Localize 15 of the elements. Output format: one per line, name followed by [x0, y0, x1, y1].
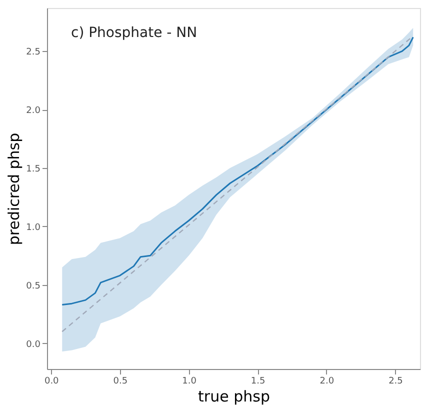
y-axis-title: predicred phsp	[5, 132, 24, 246]
text: c) Phosphate - NN	[71, 25, 198, 41]
y-tick-label: 2.0	[26, 106, 41, 116]
x-tick-label: 1.5	[250, 376, 266, 386]
x-tick-label: 0.5	[113, 376, 128, 386]
x-tick-label: 1.0	[182, 376, 197, 386]
y-tick-label: 0.0	[26, 340, 41, 350]
y-tick-label: 0.5	[26, 281, 40, 292]
y-tick-label: 1.5	[26, 164, 40, 175]
x-axis-title: true phsp	[198, 388, 270, 406]
x-tick-label: 2.5	[388, 376, 403, 386]
x-tick-label: 0.0	[44, 376, 60, 386]
y-tick-label: 1.0	[26, 222, 41, 233]
y-tick-label: 2.5	[26, 48, 40, 58]
x-tick-label: 2.0	[320, 376, 334, 386]
